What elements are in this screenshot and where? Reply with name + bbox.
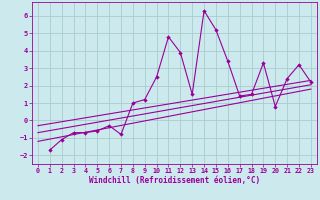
- Point: [237, 94, 242, 98]
- Point: [71, 131, 76, 134]
- Point: [95, 129, 100, 133]
- Point: [59, 138, 64, 141]
- Point: [83, 131, 88, 134]
- Point: [118, 133, 124, 136]
- Point: [47, 148, 52, 152]
- Point: [225, 60, 230, 63]
- Point: [296, 63, 301, 66]
- Point: [261, 61, 266, 65]
- Point: [284, 77, 290, 80]
- Point: [308, 81, 313, 84]
- Point: [213, 28, 219, 31]
- Point: [202, 9, 207, 12]
- Point: [154, 75, 159, 79]
- Point: [130, 101, 135, 105]
- Point: [178, 51, 183, 54]
- Point: [142, 98, 147, 101]
- Point: [166, 35, 171, 38]
- Point: [190, 93, 195, 96]
- Point: [107, 124, 112, 127]
- X-axis label: Windchill (Refroidissement éolien,°C): Windchill (Refroidissement éolien,°C): [89, 176, 260, 185]
- Point: [249, 93, 254, 96]
- Point: [273, 105, 278, 108]
